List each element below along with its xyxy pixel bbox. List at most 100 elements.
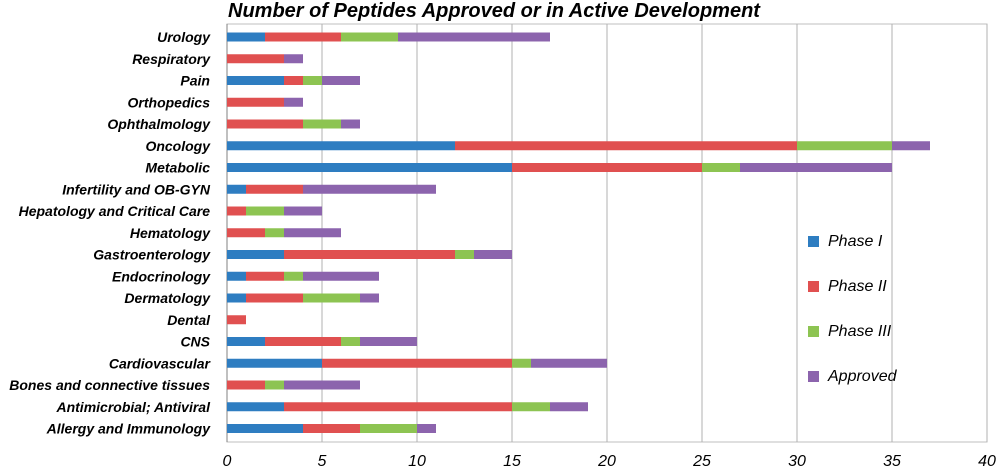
- bar-segment: [531, 358, 607, 368]
- category-label: Antimicrobial; Antiviral: [55, 399, 211, 415]
- category-label: Oncology: [145, 138, 211, 154]
- bar-segment: [227, 163, 512, 172]
- bar-segment: [892, 141, 930, 151]
- x-tick-label: 5: [318, 453, 327, 470]
- bar-segment: [227, 424, 303, 433]
- chart-title: Number of Peptides Approved or in Active…: [228, 0, 760, 22]
- legend-swatch: [808, 236, 819, 247]
- x-tick-label: 35: [883, 453, 901, 470]
- bar-segment: [702, 163, 740, 172]
- bar-segment: [227, 54, 284, 64]
- bar-segment: [284, 402, 512, 412]
- category-label: Pain: [180, 73, 210, 89]
- category-label: CNS: [180, 334, 210, 350]
- x-tick-label: 25: [692, 453, 711, 470]
- category-label: Bones and connective tissues: [9, 377, 210, 393]
- bar-segment: [227, 32, 265, 42]
- bar-segment: [303, 271, 379, 281]
- category-label: Allergy and Immunology: [46, 421, 212, 437]
- bar-segment: [512, 402, 550, 412]
- category-labels: Urology Respiratory Pain Orthopedics Ophthal…: [9, 29, 211, 437]
- bar-segment: [227, 402, 284, 412]
- bar-segment: [246, 206, 284, 216]
- bar-segment: [455, 250, 474, 259]
- bar-segment: [455, 141, 797, 151]
- gridlines: [226, 24, 988, 442]
- bar-segment: [227, 206, 246, 216]
- legend-swatch: [808, 281, 819, 292]
- bar-segment: [227, 337, 265, 346]
- bar-segment: [227, 250, 284, 259]
- bar-segment: [797, 141, 892, 151]
- category-label: Endocrinology: [112, 268, 211, 284]
- bar-segment: [227, 228, 265, 238]
- bar-segment: [265, 380, 284, 390]
- bar-segment: [246, 271, 284, 281]
- bar-segment: [303, 424, 360, 433]
- bar-segment: [740, 163, 892, 172]
- x-tick-label: 30: [788, 453, 806, 470]
- bars: [227, 32, 930, 433]
- legend-label: Approved: [827, 368, 898, 385]
- x-tick-label: 10: [408, 453, 426, 470]
- bar-segment: [341, 32, 398, 42]
- x-tick-label: 20: [597, 453, 616, 470]
- bar-segment: [227, 293, 246, 303]
- x-tick-label: 40: [978, 453, 996, 470]
- bar-segment: [227, 141, 455, 151]
- category-label: Respiratory: [132, 51, 211, 67]
- bar-segment: [227, 358, 322, 368]
- category-label: Ophthalmology: [107, 116, 211, 132]
- bar-segment: [360, 293, 379, 303]
- category-label: Hepatology and Critical Care: [19, 203, 211, 219]
- bar-segment: [322, 76, 360, 85]
- legend-label: Phase III: [828, 323, 892, 340]
- bar-segment: [284, 250, 455, 259]
- bar-segment: [265, 337, 341, 346]
- bar-segment: [474, 250, 512, 259]
- bar-segment: [246, 293, 303, 303]
- category-label: Cardiovascular: [109, 355, 212, 371]
- category-label: Dermatology: [124, 290, 211, 306]
- bar-segment: [512, 163, 702, 172]
- bar-segment: [398, 32, 550, 42]
- bar-segment: [550, 402, 588, 412]
- x-tick-label: 15: [503, 453, 521, 470]
- legend: Phase I Phase II Phase III Approved: [808, 233, 898, 385]
- bar-segment: [322, 358, 512, 368]
- bar-segment: [265, 228, 284, 238]
- bar-segment: [341, 337, 360, 346]
- bar-segment: [360, 337, 417, 346]
- bar-segment: [303, 76, 322, 85]
- x-tick-label: 0: [223, 453, 232, 470]
- bar-segment: [227, 97, 284, 107]
- bar-segment: [227, 76, 284, 85]
- category-label: Dental: [167, 312, 211, 328]
- legend-label: Phase I: [828, 233, 883, 250]
- x-tick-labels: 0 5 10 15 20 25 30 35 40: [223, 453, 996, 470]
- bar-segment: [227, 184, 246, 194]
- bar-segment: [227, 271, 246, 281]
- bar-segment: [246, 184, 303, 194]
- bar-segment: [284, 271, 303, 281]
- category-label: Urology: [157, 29, 211, 45]
- legend-label: Phase II: [828, 278, 887, 295]
- legend-swatch: [808, 371, 819, 382]
- bar-segment: [284, 380, 360, 390]
- bar-segment: [417, 424, 436, 433]
- bar-segment: [284, 76, 303, 85]
- category-label: Orthopedics: [128, 94, 211, 110]
- bar-segment: [284, 206, 322, 216]
- bar-segment: [227, 315, 246, 325]
- bar-segment: [303, 184, 436, 194]
- bar-segment: [227, 119, 303, 129]
- bar-segment: [284, 54, 303, 64]
- bar-segment: [284, 228, 341, 238]
- bar-segment: [227, 380, 265, 390]
- category-label: Gastroenterology: [93, 247, 211, 263]
- bar-segment: [303, 119, 341, 129]
- category-label: Metabolic: [145, 160, 210, 176]
- bar-segment: [303, 293, 360, 303]
- bar-segment: [512, 358, 531, 368]
